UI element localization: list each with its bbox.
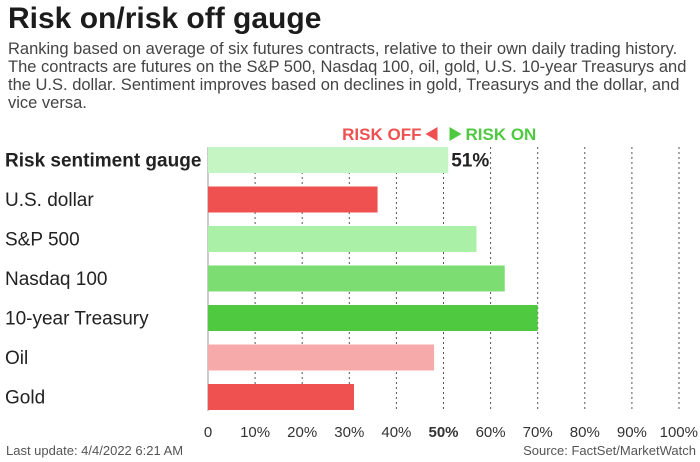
tick-label: 60% [476,424,506,441]
category-label: S&P 500 [5,230,80,251]
bar [208,226,477,252]
data-label: 51% [451,151,489,172]
last-update-note: Last update: 4/4/2022 6:21 AM [6,443,184,458]
tick-label: 80% [570,424,600,441]
arrow-left-icon [425,127,438,141]
category-label: Risk sentiment gauge [5,151,201,172]
tick-label: 90% [617,424,647,441]
category-label: Oil [5,348,28,369]
bar [208,344,435,371]
bar [208,265,505,292]
risk-on-label: RISK ON [466,125,537,144]
category-label: Nasdaq 100 [5,269,107,290]
risk-off-label: RISK OFF [342,125,421,144]
category-label: U.S. dollar [5,190,94,211]
tick-label: 50% [428,424,458,441]
tick-label: 40% [381,424,411,441]
bar [208,147,449,173]
arrow-right-icon [449,127,462,141]
category-label: Gold [5,388,45,409]
tick-label: 20% [287,424,317,441]
tick-label: 0 [204,424,212,441]
tick-label: 30% [334,424,364,441]
bar [208,384,355,410]
chart-title: Risk on/risk off gauge [8,2,322,35]
tick-label: 10% [240,424,270,441]
chart-subtitle: Ranking based on average of six futures … [8,40,687,112]
bar [208,305,538,331]
category-label: 10-year Treasury [5,309,149,330]
tick-label: 100% [660,424,698,441]
bar [208,186,378,213]
tick-label: 70% [523,424,553,441]
source-note: Source: FactSet/MarketWatch [523,443,696,458]
